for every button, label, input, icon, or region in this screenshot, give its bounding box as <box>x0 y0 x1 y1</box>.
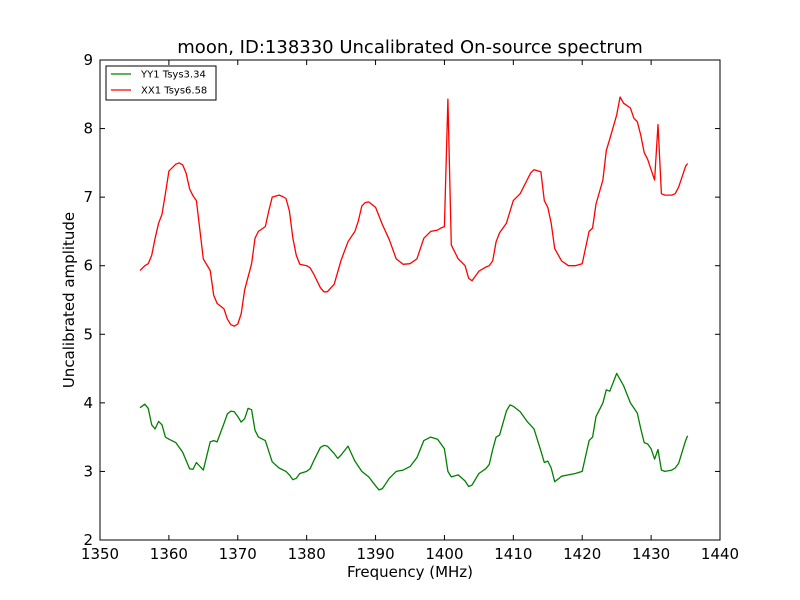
plot-frame <box>99 59 721 541</box>
series-line-0 <box>139 372 689 491</box>
y-tick-label-4: 6 <box>83 257 93 275</box>
series-line-1 <box>139 96 689 327</box>
y-axis-label: Uncalibrated amplitude <box>60 212 78 388</box>
y-tick-label-3: 5 <box>83 325 93 343</box>
x-tick-label-8: 1430 <box>632 545 670 563</box>
legend-box <box>105 65 217 101</box>
x-tick-label-3: 1380 <box>288 545 326 563</box>
x-tick-label-0: 1350 <box>81 545 119 563</box>
axis-ticks: 1350 1360 1370 1380 1390 1400 1410 1420 1430 1440… <box>81 51 739 563</box>
x-axis-label: Frequency (MHz) <box>347 563 473 581</box>
y-tick-label-0: 2 <box>83 531 93 549</box>
x-tick-label-5: 1400 <box>425 545 463 563</box>
y-tick-label-7: 9 <box>83 51 93 69</box>
legend-label-1: XX1 Tsys6.58 <box>141 86 207 97</box>
y-tick-label-6: 8 <box>83 120 93 138</box>
plot-area <box>139 96 689 491</box>
legend: YY1 Tsys3.34 XX1 Tsys6.58 <box>105 65 217 101</box>
legend-label-0: YY1 Tsys3.34 <box>140 70 206 81</box>
x-tick-label-1: 1360 <box>150 545 188 563</box>
x-tick-label-4: 1390 <box>356 545 394 563</box>
y-tick-label-2: 4 <box>83 394 93 412</box>
x-tick-label-6: 1410 <box>494 545 532 563</box>
x-tick-label-7: 1420 <box>563 545 601 563</box>
y-tick-label-5: 7 <box>83 188 93 206</box>
chart-title: moon, ID:138330 Uncalibrated On-source s… <box>177 37 642 58</box>
x-tick-label-9: 1440 <box>701 545 739 563</box>
x-tick-label-2: 1370 <box>219 545 257 563</box>
y-tick-label-1: 3 <box>83 462 93 480</box>
